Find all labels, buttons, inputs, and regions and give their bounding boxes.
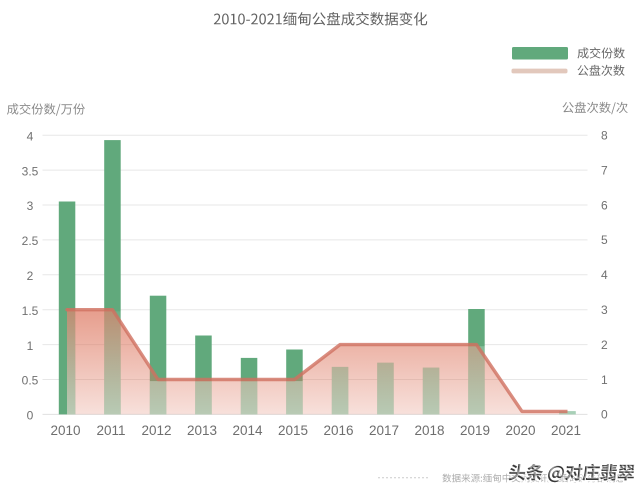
svg-text:4: 4	[601, 268, 608, 282]
svg-text:2010: 2010	[50, 423, 80, 438]
svg-text:2013: 2013	[187, 423, 217, 438]
svg-text:1.5: 1.5	[22, 304, 39, 318]
svg-text:3: 3	[601, 303, 608, 317]
svg-text:2014: 2014	[232, 423, 263, 438]
svg-text:2019: 2019	[460, 423, 490, 438]
svg-text:0: 0	[601, 408, 608, 422]
svg-text:2018: 2018	[414, 423, 444, 438]
svg-text:2020: 2020	[505, 423, 535, 438]
svg-text:2016: 2016	[323, 423, 353, 438]
svg-text:2011: 2011	[96, 423, 125, 438]
svg-text:0.5: 0.5	[22, 374, 39, 388]
svg-text:2017: 2017	[369, 423, 399, 438]
svg-text:2021: 2021	[551, 423, 581, 438]
svg-text:8: 8	[601, 129, 608, 143]
svg-text:4: 4	[27, 129, 34, 143]
svg-text:1: 1	[27, 339, 34, 353]
svg-text:5: 5	[601, 233, 608, 247]
svg-text:2: 2	[601, 338, 608, 352]
svg-text:7: 7	[601, 163, 608, 177]
svg-text:2: 2	[27, 269, 34, 283]
svg-text:6: 6	[601, 198, 608, 212]
svg-text:3.5: 3.5	[22, 164, 39, 178]
svg-text:2015: 2015	[278, 423, 308, 438]
svg-text:1: 1	[601, 373, 608, 387]
svg-text:2.5: 2.5	[22, 234, 39, 248]
svg-text:0: 0	[27, 409, 34, 423]
svg-text:3: 3	[27, 199, 34, 213]
svg-text:2012: 2012	[141, 423, 171, 438]
